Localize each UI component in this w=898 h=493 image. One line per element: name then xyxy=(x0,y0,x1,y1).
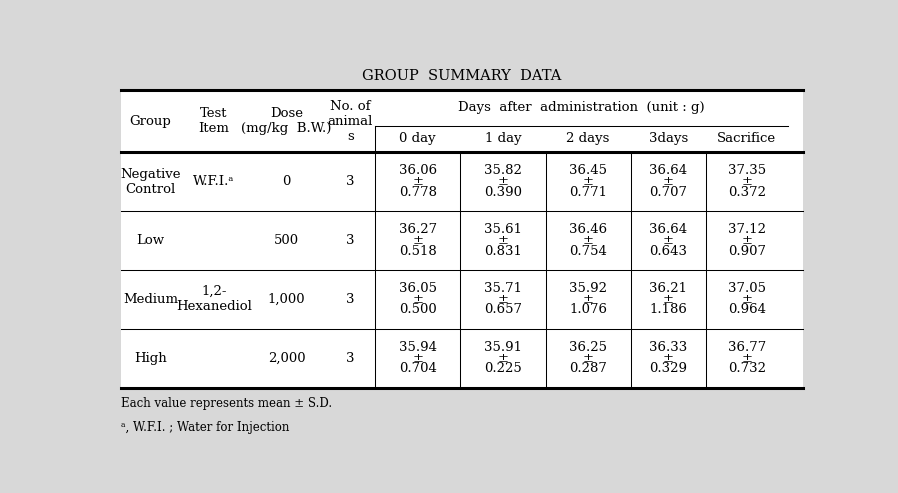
Text: 37.05: 37.05 xyxy=(727,282,766,295)
Text: 0.500: 0.500 xyxy=(399,303,436,317)
Text: Sacrifice: Sacrifice xyxy=(718,133,776,145)
Text: 35.94: 35.94 xyxy=(399,341,436,354)
Text: 500: 500 xyxy=(274,234,299,247)
Text: 35.92: 35.92 xyxy=(569,282,607,295)
Text: ±: ± xyxy=(583,175,594,188)
Text: Days  after  administration  (unit : g): Days after administration (unit : g) xyxy=(458,102,705,114)
Text: 0 day: 0 day xyxy=(400,133,436,145)
Text: 36.64: 36.64 xyxy=(649,223,687,236)
Text: 36.21: 36.21 xyxy=(649,282,687,295)
Text: 35.82: 35.82 xyxy=(484,165,522,177)
Text: 0.907: 0.907 xyxy=(727,245,766,257)
Text: ±: ± xyxy=(663,293,674,306)
Text: 0.964: 0.964 xyxy=(727,303,766,317)
Text: 1 day: 1 day xyxy=(485,133,521,145)
Text: ±: ± xyxy=(497,293,508,306)
Text: 0.771: 0.771 xyxy=(569,186,607,199)
Text: ᵃ, W.F.I. ; Water for Injection: ᵃ, W.F.I. ; Water for Injection xyxy=(120,421,289,433)
Text: 0.225: 0.225 xyxy=(484,362,522,375)
Text: 0: 0 xyxy=(283,175,291,188)
Text: 35.91: 35.91 xyxy=(484,341,522,354)
Text: ±: ± xyxy=(497,352,508,365)
Text: 0.704: 0.704 xyxy=(399,362,436,375)
Text: ±: ± xyxy=(583,234,594,247)
Text: 3: 3 xyxy=(347,352,355,365)
Text: 0.329: 0.329 xyxy=(649,362,687,375)
Text: 1,2-
Hexanediol: 1,2- Hexanediol xyxy=(176,285,252,313)
Text: 35.61: 35.61 xyxy=(484,223,522,236)
Text: 36.77: 36.77 xyxy=(727,341,766,354)
Text: 2 days: 2 days xyxy=(567,133,610,145)
Text: Low: Low xyxy=(136,234,164,247)
Text: 36.27: 36.27 xyxy=(399,223,436,236)
Text: GROUP  SUMMARY  DATA: GROUP SUMMARY DATA xyxy=(362,69,561,83)
Text: 36.06: 36.06 xyxy=(399,165,436,177)
Text: 1.186: 1.186 xyxy=(649,303,687,317)
Text: 1,000: 1,000 xyxy=(268,293,305,306)
Text: 0.390: 0.390 xyxy=(484,186,522,199)
Text: ±: ± xyxy=(663,352,674,365)
Text: 36.05: 36.05 xyxy=(399,282,436,295)
Text: ±: ± xyxy=(663,234,674,247)
Text: 36.46: 36.46 xyxy=(569,223,607,236)
Bar xyxy=(120,61,803,90)
Text: ±: ± xyxy=(663,175,674,188)
Text: 0.287: 0.287 xyxy=(569,362,607,375)
Text: 37.35: 37.35 xyxy=(727,165,766,177)
Text: 36.33: 36.33 xyxy=(649,341,687,354)
Text: No. of
animal
s: No. of animal s xyxy=(328,100,374,143)
Text: Dose
(mg/kg  B.W.): Dose (mg/kg B.W.) xyxy=(242,107,332,135)
Text: 0.754: 0.754 xyxy=(569,245,607,257)
Text: 36.25: 36.25 xyxy=(569,341,607,354)
Text: 3: 3 xyxy=(347,234,355,247)
Text: Negative
Control: Negative Control xyxy=(120,168,180,196)
Text: 0.831: 0.831 xyxy=(484,245,522,257)
Text: ±: ± xyxy=(412,234,423,247)
Text: ±: ± xyxy=(412,175,423,188)
Bar xyxy=(120,61,803,387)
Text: 36.45: 36.45 xyxy=(569,165,607,177)
Text: 3: 3 xyxy=(347,293,355,306)
Text: Medium: Medium xyxy=(123,293,178,306)
Text: Group: Group xyxy=(129,115,172,128)
Text: 0.657: 0.657 xyxy=(484,303,522,317)
Text: 37.12: 37.12 xyxy=(727,223,766,236)
Text: 3: 3 xyxy=(347,175,355,188)
Text: 2,000: 2,000 xyxy=(268,352,305,365)
Text: ±: ± xyxy=(741,293,753,306)
Text: ±: ± xyxy=(741,352,753,365)
Text: ±: ± xyxy=(412,352,423,365)
Text: 1.076: 1.076 xyxy=(569,303,607,317)
Text: 0.707: 0.707 xyxy=(649,186,687,199)
Text: 0.518: 0.518 xyxy=(399,245,436,257)
Text: ±: ± xyxy=(741,175,753,188)
Text: 0.643: 0.643 xyxy=(649,245,687,257)
Text: 0.372: 0.372 xyxy=(727,186,766,199)
Text: ±: ± xyxy=(497,234,508,247)
Text: W.F.I.ᵃ: W.F.I.ᵃ xyxy=(193,175,234,188)
Text: Each value represents mean ± S.D.: Each value represents mean ± S.D. xyxy=(120,397,331,410)
Text: Test
Item: Test Item xyxy=(198,107,230,135)
Text: 35.71: 35.71 xyxy=(484,282,522,295)
Text: 0.732: 0.732 xyxy=(727,362,766,375)
Text: High: High xyxy=(134,352,167,365)
Text: 3days: 3days xyxy=(648,133,688,145)
Text: ±: ± xyxy=(583,352,594,365)
Text: ±: ± xyxy=(741,234,753,247)
Text: ±: ± xyxy=(412,293,423,306)
Text: ±: ± xyxy=(497,175,508,188)
Text: 0.778: 0.778 xyxy=(399,186,436,199)
Text: 36.64: 36.64 xyxy=(649,165,687,177)
Text: ±: ± xyxy=(583,293,594,306)
